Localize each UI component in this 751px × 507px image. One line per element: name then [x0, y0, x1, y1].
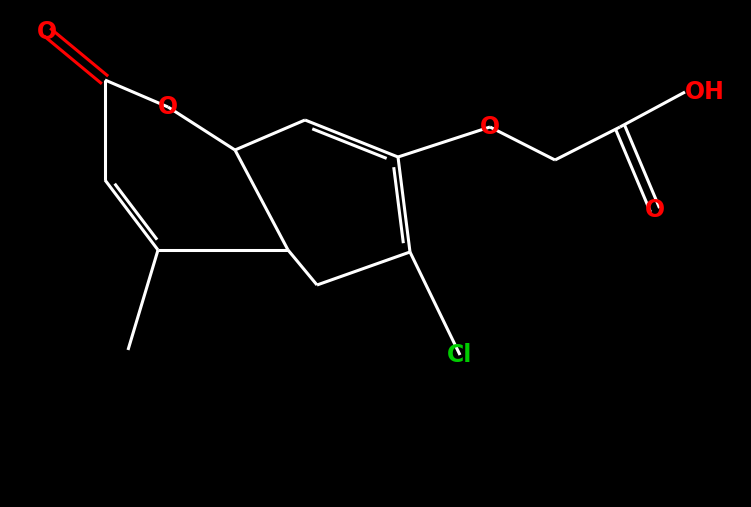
Text: OH: OH	[685, 80, 725, 104]
Text: O: O	[37, 20, 57, 44]
Text: O: O	[480, 115, 500, 139]
Text: Cl: Cl	[448, 343, 472, 367]
Text: O: O	[158, 95, 178, 119]
Text: O: O	[645, 198, 665, 222]
